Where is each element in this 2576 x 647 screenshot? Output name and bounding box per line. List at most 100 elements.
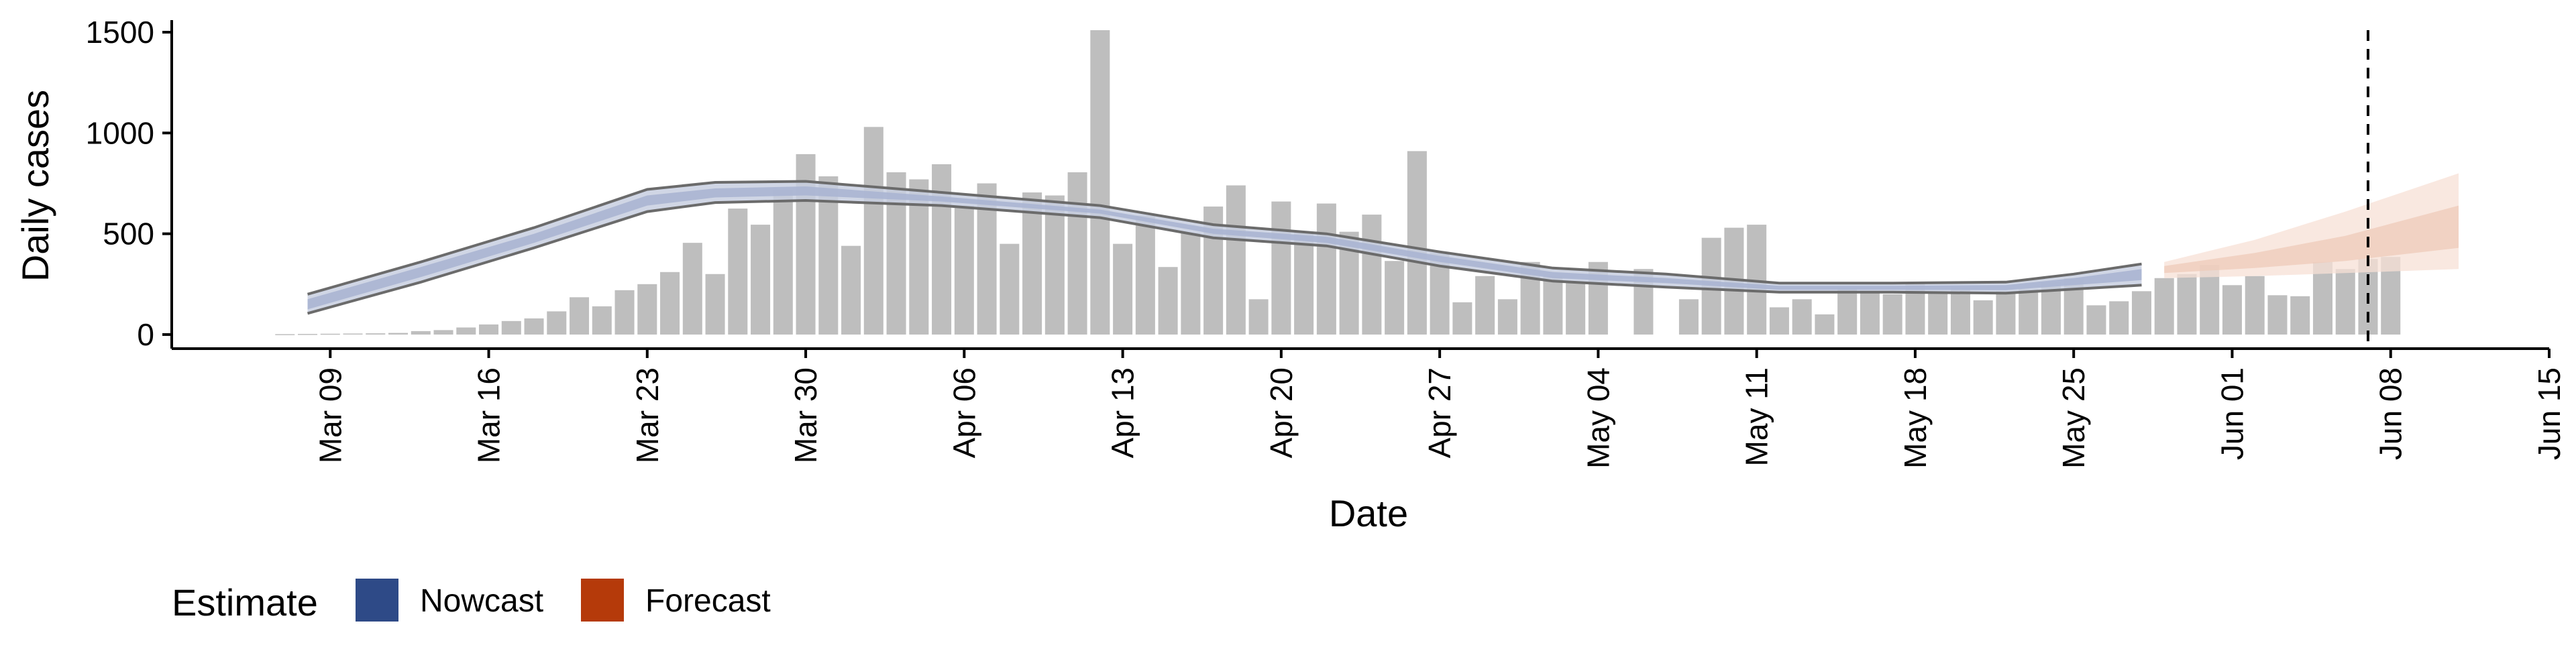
x-tick-label-5: Apr 13 (1106, 367, 1140, 459)
bar-20 (728, 209, 748, 335)
bar-3 (343, 333, 363, 335)
bar-0 (275, 334, 295, 335)
legend-label-nowcast: Nowcast (420, 583, 543, 619)
bar-86 (2222, 285, 2242, 335)
bar-43 (1248, 299, 1269, 335)
bar-2 (320, 333, 340, 335)
bar-34 (1044, 195, 1065, 335)
bar-88 (2267, 295, 2288, 335)
bar-66 (1769, 307, 1789, 335)
bar-33 (1022, 192, 1042, 335)
y-tick-label-2: 1000 (86, 115, 154, 150)
bar-1 (298, 334, 318, 335)
y-tick-label-0: 0 (137, 317, 154, 352)
x-tick-label-10: May 18 (1898, 367, 1933, 469)
bar-75 (1973, 300, 1993, 335)
y-axis-title: Daily cases (14, 90, 56, 282)
bar-7 (433, 330, 453, 335)
bar-82 (2131, 291, 2151, 335)
x-tick-label-14: Jun 15 (2532, 367, 2567, 460)
bar-71 (1882, 294, 1902, 335)
bar-50 (1407, 151, 1427, 335)
bar-16 (637, 284, 657, 335)
bar-74 (1950, 287, 1970, 335)
bar-81 (2109, 301, 2129, 335)
forecast-inner-band (2164, 205, 2459, 274)
x-tick-label-6: Apr 20 (1264, 367, 1299, 459)
legend-label-forecast: Forecast (645, 583, 771, 619)
legend-title: Estimate (172, 581, 318, 624)
bar-62 (1678, 299, 1699, 335)
bar-26 (863, 127, 883, 335)
bar-37 (1113, 243, 1133, 335)
y-tick-label-1: 500 (103, 217, 154, 251)
bar-40 (1181, 233, 1201, 335)
bar-32 (1000, 243, 1020, 335)
bar-11 (524, 318, 544, 335)
bar-49 (1385, 261, 1405, 335)
bar-77 (2019, 289, 2039, 335)
bar-90 (2312, 261, 2332, 335)
bar-6 (411, 331, 431, 335)
bar-68 (1815, 314, 1835, 335)
x-tick-label-3: Mar 30 (788, 367, 823, 463)
x-tick-label-0: Mar 09 (313, 367, 347, 463)
bar-57 (1566, 283, 1586, 335)
x-tick-label-9: May 11 (1739, 367, 1774, 466)
axes-group: 0 500 1000 1500 Mar 09 Mar 16 Mar 23 Mar 30 Apr … (86, 15, 2567, 469)
bar-29 (932, 164, 952, 335)
bar-5 (388, 333, 409, 335)
bar-4 (366, 333, 386, 335)
bar-87 (2245, 276, 2265, 335)
x-tick-label-13: Jun 08 (2373, 367, 2408, 460)
bar-14 (592, 306, 612, 335)
bar-13 (570, 297, 590, 335)
bar-89 (2290, 296, 2310, 335)
bar-17 (660, 272, 680, 335)
bar-9 (479, 324, 499, 335)
bar-53 (1475, 276, 1495, 335)
bar-42 (1226, 185, 1246, 335)
y-tick-label-3: 1500 (86, 15, 154, 50)
x-axis-title: Date (1329, 492, 1408, 534)
bar-25 (841, 245, 861, 335)
bar-45 (1294, 231, 1314, 335)
legend-swatch-nowcast (356, 579, 398, 622)
bar-46 (1316, 203, 1336, 335)
bar-39 (1158, 267, 1178, 335)
labels-group: Date Daily cases (14, 90, 1408, 534)
bar-21 (751, 225, 771, 335)
x-tick-label-12: Jun 01 (2215, 367, 2250, 460)
bar-15 (614, 290, 635, 335)
bar-70 (1860, 292, 1880, 335)
bar-8 (456, 327, 476, 335)
bar-67 (1792, 299, 1812, 335)
bar-38 (1135, 215, 1155, 335)
bar-84 (2177, 274, 2197, 335)
nowcast-upper-line (307, 180, 2142, 296)
nowcast-lower-line (307, 198, 2142, 315)
bar-10 (501, 320, 521, 335)
legend: Estimate Nowcast Forecast (172, 579, 771, 624)
bar-83 (2154, 278, 2174, 335)
legend-swatch-forecast (581, 579, 624, 622)
bar-22 (773, 189, 793, 335)
x-tick-label-7: Apr 27 (1422, 367, 1457, 459)
x-tick-label-2: Mar 23 (630, 367, 665, 463)
x-tick-label-11: May 25 (2056, 367, 2091, 469)
bar-91 (2335, 269, 2355, 335)
bar-73 (1928, 291, 1948, 335)
bar-52 (1452, 302, 1472, 335)
bar-44 (1271, 201, 1291, 335)
bar-12 (547, 311, 567, 335)
bar-30 (954, 205, 974, 335)
x-tick-label-8: May 04 (1580, 367, 1615, 469)
bar-18 (682, 243, 702, 335)
bar-69 (1837, 288, 1858, 335)
bar-56 (1543, 276, 1563, 335)
bar-76 (1996, 291, 2016, 335)
bar-36 (1090, 30, 1110, 335)
bar-48 (1362, 215, 1382, 335)
